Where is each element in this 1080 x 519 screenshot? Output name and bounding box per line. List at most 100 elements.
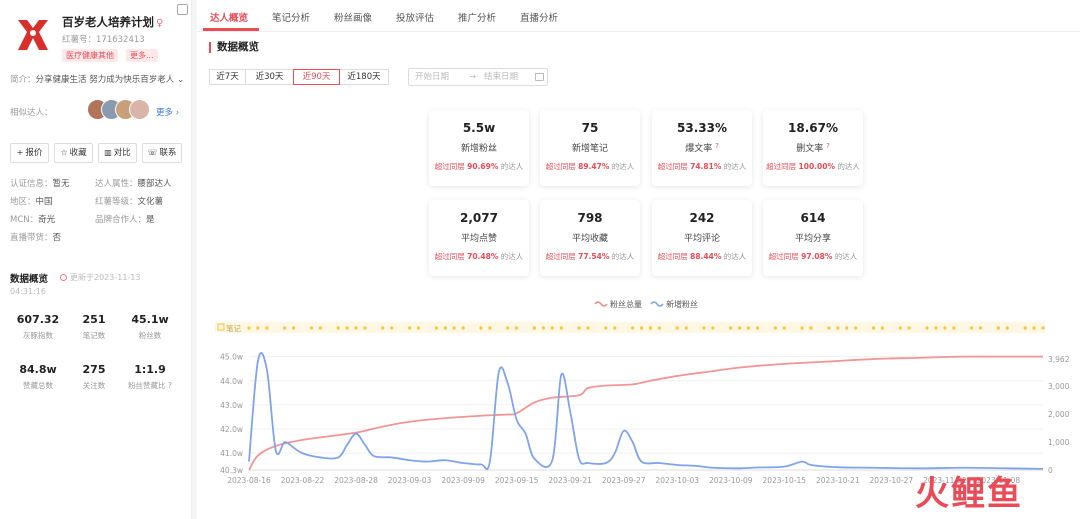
tab-bar: 达人概览 笔记分析 粉丝画像 投放评估 推广分析 直播分析 bbox=[197, 0, 1080, 32]
y-right-tick: 3,000 bbox=[1048, 382, 1070, 391]
y-left-tick: 40.3w bbox=[220, 466, 243, 475]
note-dot bbox=[648, 326, 653, 330]
metric-compare: 超过同层 100.00% 的达人 bbox=[766, 162, 860, 171]
metric-label: 平均收藏 bbox=[571, 234, 608, 244]
note-dot bbox=[613, 326, 617, 330]
metric-value: 53.33% bbox=[677, 121, 727, 135]
note-dot bbox=[782, 326, 786, 330]
compare-button[interactable]: ▥ 对比 bbox=[98, 143, 137, 163]
range-90d[interactable]: 近90天 bbox=[293, 69, 340, 85]
note-dot bbox=[434, 326, 438, 330]
metric-value: 242 bbox=[689, 211, 715, 225]
action-buttons: + 报价 ☆ 收藏 ▥ 对比 ☏ 联系 bbox=[10, 143, 182, 163]
note-dot bbox=[898, 326, 902, 330]
profile-intro[interactable]: 简介：分享健康生活 努力成为快乐百岁老人 ⌄ bbox=[10, 75, 185, 85]
info-region: 地区：中国 bbox=[10, 197, 53, 207]
star-icon: ☆ bbox=[60, 148, 68, 157]
x-tick: 2023-11-02 bbox=[923, 476, 967, 485]
tab-promotion[interactable]: 推广分析 bbox=[458, 13, 497, 24]
note-dot bbox=[800, 326, 804, 330]
quote-button[interactable]: + 报价 bbox=[10, 143, 49, 163]
similar-more-link[interactable]: 更多 › bbox=[156, 108, 180, 118]
note-dot bbox=[854, 326, 858, 330]
note-dot bbox=[729, 326, 733, 330]
metric-card-viral-rate[interactable]: 53.33% 爆文率 ? 超过同层 74.81% 的达人 bbox=[652, 110, 752, 186]
metric-label: 平均点赞 bbox=[460, 234, 497, 244]
note-dot bbox=[577, 326, 581, 330]
x-tick: 2023-09-15 bbox=[495, 476, 539, 485]
metric-card-avg-comments[interactable]: 242 平均评论 超过同层 88.44% 的达人 bbox=[652, 200, 752, 276]
date-range-picker[interactable]: 开始日期 → 结束日期 bbox=[408, 68, 548, 86]
info-live-commerce: 直播带货：否 bbox=[10, 233, 62, 243]
note-dot bbox=[1041, 326, 1045, 330]
x-tick: 2023-10-27 bbox=[870, 476, 914, 485]
help-icon[interactable]: ? bbox=[826, 142, 830, 150]
compare-icon: ▥ bbox=[104, 148, 112, 157]
metric-compare: 超过同层 90.69% 的达人 bbox=[434, 162, 524, 171]
calendar-icon[interactable] bbox=[535, 73, 544, 81]
stat-likes-collects: 84.8w 赞藏总数 bbox=[19, 363, 57, 390]
metric-label: 平均分享 bbox=[794, 234, 831, 244]
y-right-tick: 0 bbox=[1048, 466, 1053, 475]
note-dot bbox=[586, 326, 590, 330]
info-mcn: MCN：奇光 bbox=[10, 215, 56, 225]
legend-total-label: 粉丝总量 bbox=[610, 299, 642, 309]
date-end[interactable]: 结束日期 bbox=[484, 72, 519, 82]
range-180d[interactable]: 近180天 bbox=[339, 69, 389, 85]
tab-live[interactable]: 直播分析 bbox=[520, 13, 559, 24]
note-dot bbox=[256, 326, 260, 330]
metric-card-deletion-rate[interactable]: 18.67% 删文率 ? 超过同层 100.00% 的达人 bbox=[763, 110, 863, 186]
favorite-button[interactable]: ☆ 收藏 bbox=[54, 143, 93, 163]
note-dot bbox=[345, 326, 349, 330]
tab-placement[interactable]: 投放评估 bbox=[396, 13, 435, 24]
note-dot bbox=[532, 326, 537, 330]
stat-following: 275 关注数 bbox=[82, 363, 106, 390]
metric-card-avg-likes[interactable]: 2,077 平均点赞 超过同层 70.48% 的达人 bbox=[429, 200, 529, 276]
note-dot bbox=[675, 326, 679, 330]
y-left-tick: 43.0w bbox=[220, 401, 243, 410]
metric-compare: 超过同层 97.08% 的达人 bbox=[768, 252, 858, 261]
category-tag[interactable]: 医疗健康其他 bbox=[62, 49, 118, 62]
x-tick: 2023-08-28 bbox=[334, 476, 378, 485]
x-tick: 2023-11-08 bbox=[977, 476, 1021, 485]
range-7d[interactable]: 近7天 bbox=[209, 69, 246, 85]
tab-fans[interactable]: 粉丝画像 bbox=[334, 13, 373, 24]
range-30d[interactable]: 近30天 bbox=[245, 69, 294, 85]
more-tags-button[interactable]: 更多... bbox=[126, 49, 158, 62]
avatar[interactable] bbox=[129, 99, 150, 120]
metric-value: 614 bbox=[800, 211, 826, 225]
x-tick: 2023-08-16 bbox=[227, 476, 271, 485]
note-dot bbox=[407, 326, 412, 330]
note-dot bbox=[631, 326, 635, 330]
metric-card-new-notes[interactable]: 75 新增笔记 超过同层 89.47% 的达人 bbox=[540, 110, 640, 186]
legend-new-label: 新增粉丝 bbox=[666, 299, 698, 309]
metric-card-new-fans[interactable]: 5.5w 新增粉丝 超过同层 90.69% 的达人 bbox=[429, 110, 529, 186]
tab-notes[interactable]: 笔记分析 bbox=[272, 13, 311, 24]
note-dot bbox=[773, 326, 777, 330]
y-left-tick: 45.0w bbox=[220, 353, 243, 362]
note-dot bbox=[363, 326, 367, 330]
metric-value: 18.67% bbox=[788, 121, 838, 135]
metric-card-avg-collects[interactable]: 798 平均收藏 超过同层 77.54% 的达人 bbox=[540, 200, 640, 276]
metric-card-avg-shares[interactable]: 614 平均分享超过同层 97.08% 的达人 bbox=[763, 200, 863, 276]
note-dot bbox=[515, 326, 519, 330]
x-tick: 2023-10-09 bbox=[709, 476, 753, 485]
metric-label: 平均评论 bbox=[683, 234, 720, 244]
overview-title: 数据概览 bbox=[10, 274, 49, 285]
note-dot bbox=[292, 326, 296, 330]
date-start[interactable]: 开始日期 bbox=[415, 72, 450, 82]
metric-compare: 超过同层 89.47% 的达人 bbox=[545, 162, 635, 171]
help-icon[interactable]: ? bbox=[715, 142, 719, 150]
tab-overview[interactable]: 达人概览 bbox=[210, 13, 249, 24]
metric-compare: 超过同层 77.54% 的达人 bbox=[545, 252, 635, 261]
x-tick: 2023-09-27 bbox=[602, 476, 646, 485]
main-panel: 达人概览 笔记分析 粉丝画像 投放评估 推广分析 直播分析 数据概览 近7天 近… bbox=[197, 0, 1080, 519]
note-dot bbox=[746, 326, 751, 330]
active-tab-indicator bbox=[203, 28, 259, 31]
share-icon[interactable] bbox=[177, 4, 188, 15]
info-attribute: 达人属性：腰部达人 bbox=[95, 179, 172, 189]
chevron-down-icon[interactable]: ⌄ bbox=[176, 75, 185, 85]
contact-button[interactable]: ☏ 联系 bbox=[142, 143, 182, 163]
note-dot bbox=[461, 326, 465, 330]
